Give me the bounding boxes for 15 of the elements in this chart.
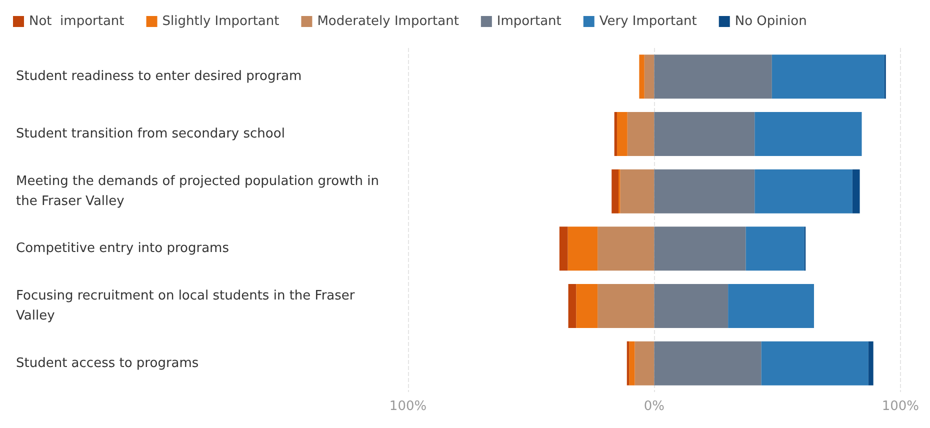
- y-tick-label: Student readiness to enter desired program: [16, 69, 302, 84]
- y-tick-label: Student access to programs: [16, 356, 199, 371]
- y-tick-label: Meeting the demands of projected population growth in the Fraser Valley: [16, 174, 384, 209]
- legend-label: Slightly Important: [162, 14, 280, 29]
- x-tick-label: 100%: [389, 399, 427, 414]
- x-tick-label: 100%: [882, 399, 920, 414]
- legend-label: Not important: [29, 14, 124, 29]
- legend-label: Important: [496, 14, 562, 29]
- y-tick-label: Student transition from secondary school: [16, 126, 285, 142]
- y-tick-label: Focusing recruitment on local students in the Fraser Valley: [16, 288, 359, 324]
- y-tick-label: Competitive entry into programs: [16, 241, 230, 256]
- legend-label: Very Important: [599, 14, 697, 29]
- legend-label: Moderately Important: [317, 14, 459, 29]
- x-tick-label: 0%: [644, 399, 665, 414]
- legend-label: No Opinion: [734, 14, 807, 29]
